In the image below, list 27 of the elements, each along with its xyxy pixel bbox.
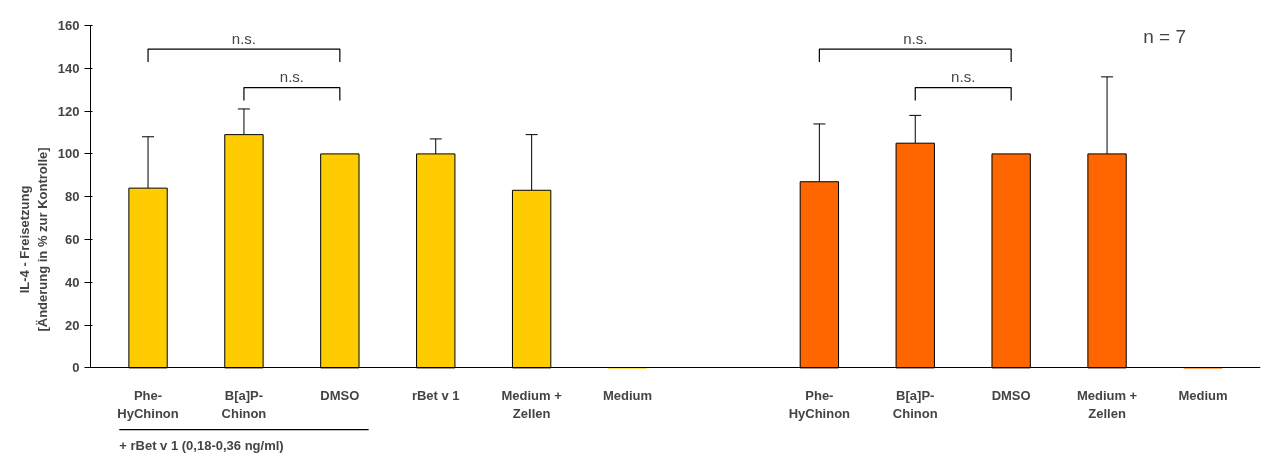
x-tick-label: DMSO [320,387,360,403]
y-tick-label: 120 [57,103,80,119]
x-tick-label: B[a]P- Chinon [892,387,938,421]
annotation: n.s. [231,29,257,47]
x-tick-label: B[a]P- Chinon [221,387,267,421]
x-tick-label: Phe- HyChinon [788,387,851,421]
y-tick-label: 60 [65,232,80,247]
x-tick-label: Medium [602,387,653,403]
x-tick-label: Medium + Zellen [1076,387,1138,421]
y-axis-title: IL-4 - Freisetzung [Änderung in % zur Kontrolle] [16,147,50,332]
text: + rBet v 1 (0,18-0,36 ng/ml) [119,438,284,454]
x-tick-label: Medium + Zellen [501,387,563,421]
annotation: n = 7 [1143,25,1186,47]
y-tick-label: 40 [65,274,80,290]
y-tick-label: 140 [57,60,80,76]
annotation: n.s. [903,29,928,47]
x-tick-label: DMSO [991,387,1031,403]
y-tick-label: 80 [65,189,80,205]
y-tick-label: 100 [57,146,80,162]
annotation: n.s. [951,68,976,86]
y-tick-label: 20 [65,317,80,333]
annotation: n.s. [279,68,304,86]
y-tick-label: 0 [72,360,80,376]
x-tick-label: Medium [1178,387,1228,403]
x-tick-label: rBet v 1 [411,387,460,403]
x-tick-label: Phe- HyChinon [117,387,179,421]
y-tick-label: 160 [57,18,80,33]
